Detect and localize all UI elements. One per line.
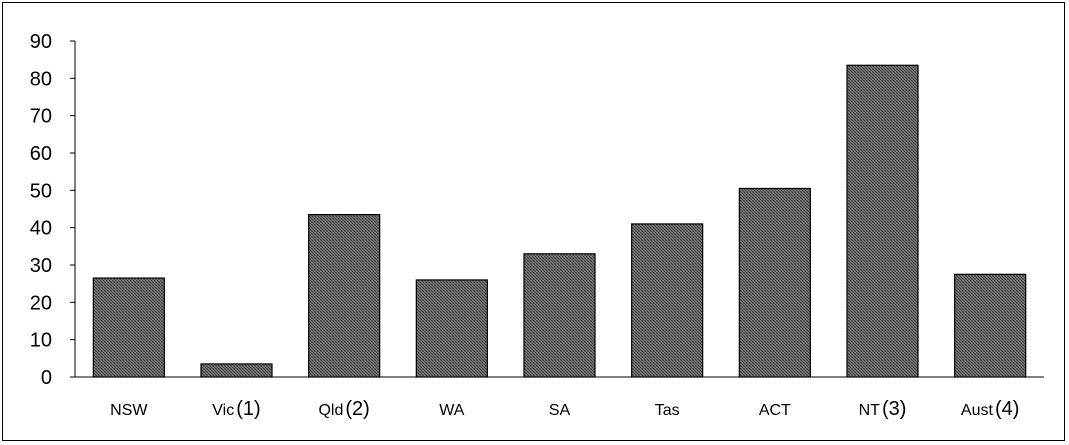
bar-qld — [308, 214, 381, 378]
x-tick-label: NT (3) — [859, 398, 907, 420]
y-tick-label: 70 — [30, 106, 52, 128]
y-tick-label: 30 — [30, 255, 52, 277]
x-axis: NSW Vic (1) Qld (2) WA SA Tas ACT NT (3) Aust (4) — [75, 376, 1044, 420]
x-tick-label-note: (3) — [882, 398, 906, 420]
bar-aust — [954, 273, 1027, 378]
x-tick-label-note: (4) — [995, 398, 1019, 420]
x-tick-label-name: NSW — [110, 402, 148, 419]
x-tick-label-note: (1) — [236, 398, 260, 420]
y-tick-label: 90 — [30, 31, 52, 53]
x-tick-label: NSW — [110, 402, 148, 419]
x-tick-label-name: Qld — [318, 402, 343, 419]
x-tick-label: Aust (4) — [961, 398, 1019, 420]
bar-nsw — [92, 277, 165, 378]
x-tick-label-name: Tas — [655, 402, 680, 419]
bar-chart: 0 10 20 30 40 50 60 70 80 90 NSW Vic (1) Qld (2) WA SA T… — [30, 31, 1044, 420]
x-tick-label-name: ACT — [759, 402, 791, 419]
y-tick-label: 20 — [30, 292, 52, 314]
x-tick-label: ACT — [759, 402, 791, 419]
bar-nt — [846, 64, 919, 378]
y-tick-label: 60 — [30, 143, 52, 165]
y-tick-label: 40 — [30, 218, 52, 240]
y-tick-label: 10 — [30, 330, 52, 352]
x-tick-label: WA — [439, 402, 465, 419]
x-tick-label-name: Aust — [961, 402, 994, 419]
bar-act — [738, 187, 811, 378]
bar-tas — [631, 223, 704, 378]
bar-vic — [200, 363, 273, 378]
x-tick-label: Vic (1) — [212, 398, 260, 420]
x-tick-label: Tas — [655, 402, 680, 419]
bar-wa — [415, 279, 488, 378]
x-tick-label-name: SA — [549, 402, 571, 419]
bars — [92, 64, 1027, 378]
x-tick-label: Qld (2) — [318, 398, 369, 420]
x-tick-label-name: WA — [439, 402, 465, 419]
x-tick-label-note: (2) — [345, 398, 369, 420]
y-tick-label: 0 — [41, 367, 52, 389]
y-axis: 0 10 20 30 40 50 60 70 80 90 — [30, 31, 76, 389]
x-tick-label-name: NT — [859, 402, 881, 419]
y-tick-label: 80 — [30, 68, 52, 90]
x-tick-label: SA — [549, 402, 571, 419]
bar-sa — [523, 253, 596, 378]
x-tick-label-name: Vic — [212, 402, 234, 419]
y-tick-label: 50 — [30, 180, 52, 202]
